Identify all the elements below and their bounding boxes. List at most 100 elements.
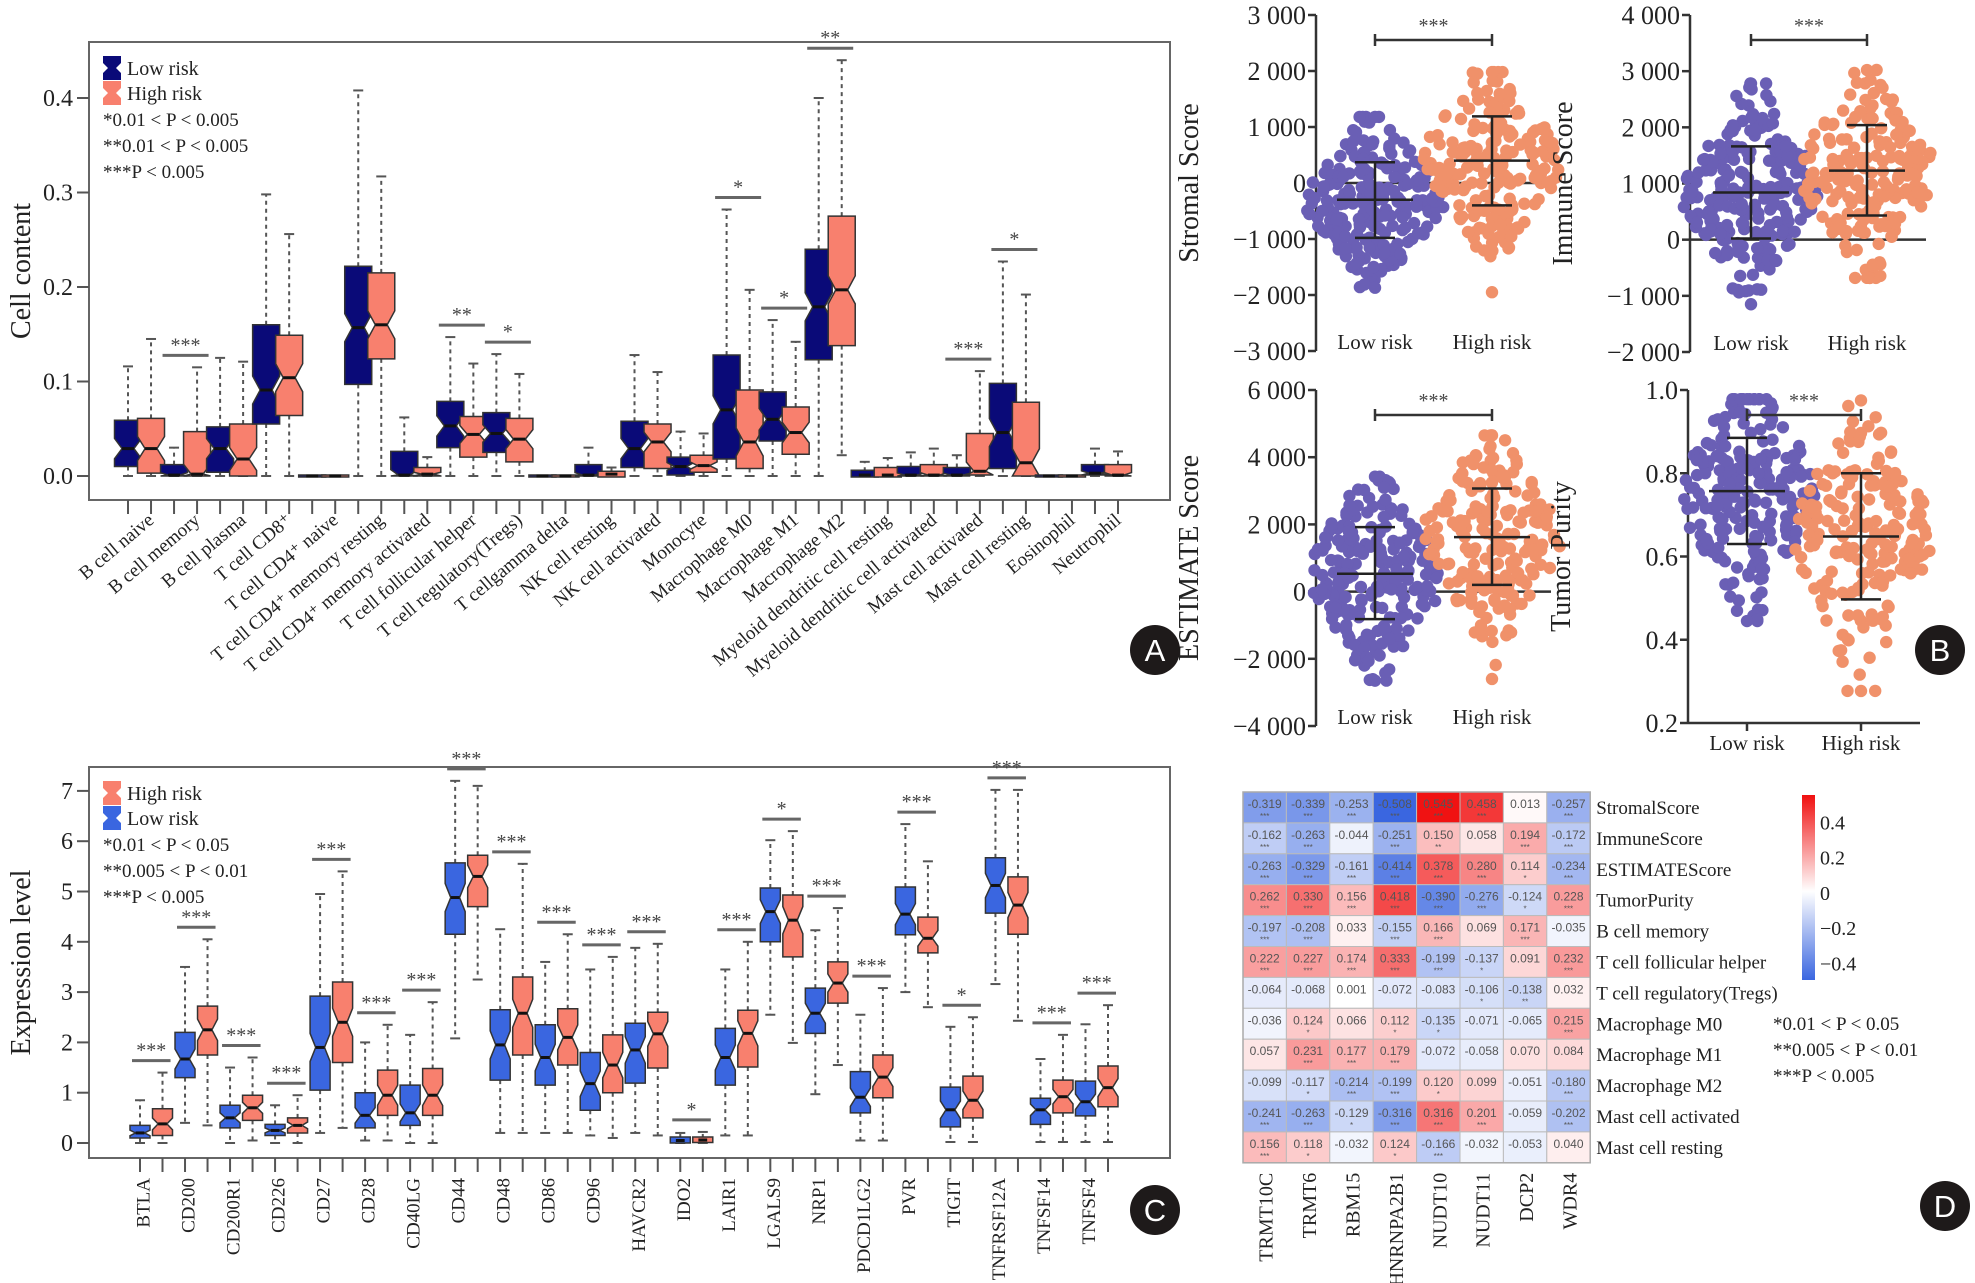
cell-value: -0.180 bbox=[1551, 1075, 1585, 1089]
y-axis-label: Stromal Score bbox=[1174, 103, 1205, 262]
data-point bbox=[1836, 104, 1850, 117]
significance-stars: *** bbox=[406, 969, 436, 991]
data-point bbox=[1855, 183, 1869, 197]
data-point bbox=[1849, 509, 1862, 522]
cell-stars: *** bbox=[1347, 1090, 1356, 1099]
data-point bbox=[1751, 283, 1764, 296]
data-point bbox=[1751, 603, 1765, 616]
box-high-risk bbox=[692, 1130, 714, 1144]
cell-stars: *** bbox=[1390, 843, 1399, 852]
box-high-risk bbox=[917, 860, 939, 1009]
cell-value: 0.179 bbox=[1380, 1044, 1410, 1058]
data-point bbox=[1842, 549, 1856, 562]
heatmap-cell bbox=[1372, 1100, 1418, 1133]
data-point bbox=[1904, 567, 1917, 580]
data-point bbox=[1368, 470, 1382, 483]
cell-value: 0.174 bbox=[1336, 952, 1366, 966]
cell-value: -0.208 bbox=[1291, 921, 1325, 935]
significance-stars: *** bbox=[226, 1024, 256, 1046]
x-category-label: High risk bbox=[1822, 731, 1901, 755]
badge-letter: D bbox=[1934, 1189, 1956, 1224]
data-point bbox=[1442, 557, 1456, 570]
cell-value: -0.053 bbox=[1508, 1137, 1542, 1151]
heatmap-cell bbox=[1502, 1069, 1548, 1102]
data-point bbox=[1528, 515, 1542, 528]
cell-value: 0.118 bbox=[1294, 1137, 1323, 1151]
box-high-risk bbox=[962, 1016, 984, 1143]
data-point bbox=[1914, 508, 1927, 521]
data-point bbox=[1411, 227, 1425, 240]
box-body bbox=[759, 887, 782, 943]
data-point bbox=[1706, 155, 1720, 168]
data-point bbox=[1835, 487, 1848, 500]
data-point bbox=[1788, 453, 1802, 466]
data-point bbox=[1456, 467, 1469, 480]
cell-stars: *** bbox=[1477, 874, 1486, 883]
column-label: WDR4 bbox=[1560, 1173, 1582, 1230]
data-point bbox=[1471, 86, 1484, 100]
data-point bbox=[1854, 394, 1868, 407]
data-point bbox=[1869, 514, 1883, 528]
data-point bbox=[1881, 599, 1894, 612]
cell-value: 0.091 bbox=[1510, 952, 1540, 966]
data-point bbox=[1852, 581, 1865, 595]
cell-value: 0.215 bbox=[1553, 1013, 1583, 1027]
y-tick-label: 0.8 bbox=[1646, 459, 1679, 488]
heatmap-row: -0.099 -0.117*-0.214***-0.199***0.120*0.0… bbox=[1242, 1069, 1591, 1102]
data-point bbox=[1677, 200, 1691, 214]
significance-stars: *** bbox=[496, 831, 526, 853]
data-point bbox=[1503, 192, 1516, 205]
legend-note: **0.005 < P < 0.01 bbox=[103, 861, 248, 882]
significance-stars: *** bbox=[953, 338, 983, 360]
data-point bbox=[1900, 152, 1913, 166]
box-high-risk bbox=[1097, 1004, 1119, 1143]
data-point bbox=[1825, 587, 1838, 600]
data-point bbox=[1730, 604, 1744, 617]
x-category-label: CD200R1 bbox=[224, 1178, 245, 1255]
cell-value: -0.032 bbox=[1465, 1137, 1499, 1151]
data-point bbox=[1488, 491, 1501, 504]
heatmap-cell bbox=[1546, 1131, 1591, 1164]
data-point bbox=[1465, 176, 1479, 189]
data-point bbox=[1744, 298, 1758, 311]
heatmap-cell bbox=[1502, 853, 1548, 886]
significance-stars: *** bbox=[1037, 1002, 1067, 1024]
data-point bbox=[1383, 139, 1396, 152]
y-tick-label: −1 000 bbox=[1607, 282, 1680, 311]
heatmap-cell bbox=[1329, 884, 1374, 917]
data-point bbox=[1411, 612, 1424, 625]
data-point bbox=[1379, 493, 1392, 506]
cell-value: 0.222 bbox=[1250, 952, 1280, 966]
data-point bbox=[1490, 573, 1504, 587]
data-point bbox=[1763, 219, 1777, 232]
data-point bbox=[1525, 562, 1538, 575]
box-high-risk bbox=[466, 784, 489, 981]
heatmap-row: 0.057 0.231***0.177***0.179***-0.072 -0.05… bbox=[1242, 1038, 1591, 1071]
data-point bbox=[1543, 136, 1557, 149]
data-point bbox=[1515, 597, 1528, 611]
cell-stars: *** bbox=[1390, 936, 1399, 945]
data-point bbox=[1402, 565, 1415, 578]
data-point bbox=[1906, 533, 1920, 547]
badge-letter: A bbox=[1145, 633, 1166, 668]
box-low-risk bbox=[939, 1025, 962, 1143]
data-point bbox=[1755, 586, 1768, 599]
cell-value: 0.001 bbox=[1336, 982, 1366, 996]
row-label: Macrophage M2 bbox=[1596, 1076, 1722, 1097]
data-point bbox=[1896, 115, 1909, 129]
data-point bbox=[1482, 227, 1495, 240]
y-axis-label: Immune Score bbox=[1548, 101, 1579, 265]
box-body bbox=[917, 916, 939, 954]
data-point bbox=[1480, 84, 1494, 98]
legend-swatch-low-risk bbox=[103, 56, 121, 80]
cell-value: -0.161 bbox=[1334, 859, 1368, 873]
cell-stars: *** bbox=[1303, 967, 1312, 976]
box-body bbox=[466, 854, 489, 908]
data-point bbox=[1324, 553, 1338, 567]
cell-stars: * bbox=[1307, 1152, 1310, 1161]
data-point bbox=[1548, 153, 1561, 167]
box-high-risk bbox=[196, 938, 219, 1127]
data-point bbox=[1506, 128, 1519, 141]
